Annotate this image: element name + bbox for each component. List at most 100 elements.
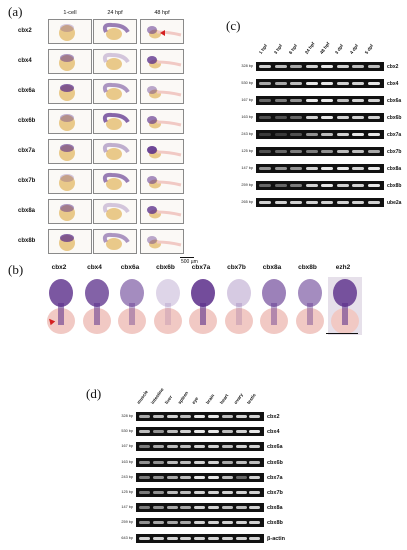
gel-band <box>290 116 302 119</box>
tail <box>156 240 182 247</box>
gel-band <box>352 167 364 170</box>
gel-band <box>139 415 150 418</box>
gel-band <box>336 184 349 187</box>
embryo-drawing <box>147 176 182 189</box>
gel-band <box>194 445 206 449</box>
embryo-image <box>48 229 92 254</box>
gel-band <box>305 150 318 153</box>
embryo-image <box>140 49 184 74</box>
embryo-drawing <box>147 206 182 219</box>
embryo-drawing <box>102 142 130 160</box>
gel-band <box>180 460 192 464</box>
column-header: 1-cell <box>63 10 77 16</box>
gel-band <box>305 99 318 102</box>
yolk <box>106 238 122 250</box>
timepoint-label: 1 hpf <box>257 43 269 55</box>
gel-band <box>221 521 233 525</box>
gene-name: cbx7a <box>267 474 283 481</box>
yolk-sac <box>260 308 288 334</box>
dorsal-embryo <box>186 277 220 335</box>
gel-band <box>305 65 318 68</box>
stained-cell <box>60 84 74 92</box>
gel-band <box>290 184 302 187</box>
trunk-stain <box>58 303 64 325</box>
gel-band <box>221 475 233 479</box>
gel-band <box>336 133 349 136</box>
gel-band <box>274 133 287 136</box>
embryo-body <box>102 22 130 34</box>
timepoint-label: 48 hpf <box>318 41 331 55</box>
band-size-label: 163 bp <box>241 115 253 119</box>
tissue-label: eye <box>191 395 200 405</box>
timepoint-label: 3 dpf <box>333 43 345 55</box>
gel-band <box>152 460 164 464</box>
dorsal-embryo <box>115 277 149 335</box>
gel-band <box>305 116 318 119</box>
tail <box>156 120 182 127</box>
gel-band <box>274 82 287 85</box>
gel-band <box>235 475 247 479</box>
tissue-label: testis <box>246 392 258 405</box>
gel-band <box>166 536 178 540</box>
timepoint-label: 4 dpf <box>349 43 360 55</box>
yolk-sac <box>153 308 182 334</box>
dorsal-embryo-drawing <box>47 279 75 334</box>
gel-band <box>321 133 333 136</box>
timepoint-label: 24 hpf <box>303 41 316 55</box>
gel-band <box>166 445 178 449</box>
gel-band <box>352 150 364 153</box>
gene-name: cbx4 <box>387 81 399 87</box>
gel-band <box>290 82 302 85</box>
gel-band <box>208 415 219 418</box>
yolk <box>106 148 122 160</box>
gel-band <box>139 430 150 434</box>
head <box>147 116 157 124</box>
gel-band <box>152 430 164 434</box>
embryo-image <box>93 19 137 44</box>
gene-name: cbx6a <box>387 98 402 104</box>
gene-name: cbx2 <box>267 414 280 420</box>
embryo-image <box>48 109 92 134</box>
gene-label: cbx2 <box>51 264 67 271</box>
head-stain <box>226 279 251 307</box>
gel-band <box>352 201 364 204</box>
gel-band <box>352 82 364 85</box>
gel-band <box>221 536 233 540</box>
gene-label: cbx8b <box>18 238 36 244</box>
gel-band <box>152 521 164 525</box>
gel-band <box>208 460 219 464</box>
gel-row <box>256 147 384 156</box>
tail <box>156 30 182 37</box>
gel-band <box>139 445 150 449</box>
trunk-stain <box>93 303 100 325</box>
gel-band <box>166 415 178 418</box>
gene-label: cbx6a <box>18 88 36 94</box>
gel-band <box>274 65 287 68</box>
yolk-sac <box>295 308 324 334</box>
head-stain <box>49 279 73 307</box>
gel-band <box>274 167 287 170</box>
band-size-label: 259 bp <box>241 183 253 187</box>
tissue-label: intestine <box>149 386 165 405</box>
yolk <box>106 208 122 220</box>
gel-band <box>221 491 233 494</box>
embryo-body <box>102 82 130 94</box>
yolk-sac <box>118 308 146 334</box>
embryo-drawing <box>59 24 75 41</box>
gel-band <box>336 82 349 85</box>
gel-band <box>235 460 247 464</box>
gel-band <box>321 82 333 85</box>
head <box>147 86 157 94</box>
embryo-image <box>140 109 184 134</box>
embryo-image <box>48 49 92 74</box>
embryo-drawing <box>147 146 182 159</box>
gel-row <box>256 198 384 207</box>
gel-band <box>321 116 333 119</box>
head <box>147 56 157 64</box>
head <box>147 146 157 154</box>
embryo-image <box>140 229 184 254</box>
column-header: 24 hpf <box>107 10 123 16</box>
gene-label: cbx8a <box>18 208 36 214</box>
band-size-label: 530 bp <box>121 429 133 434</box>
dorsal-embryo <box>257 277 291 335</box>
